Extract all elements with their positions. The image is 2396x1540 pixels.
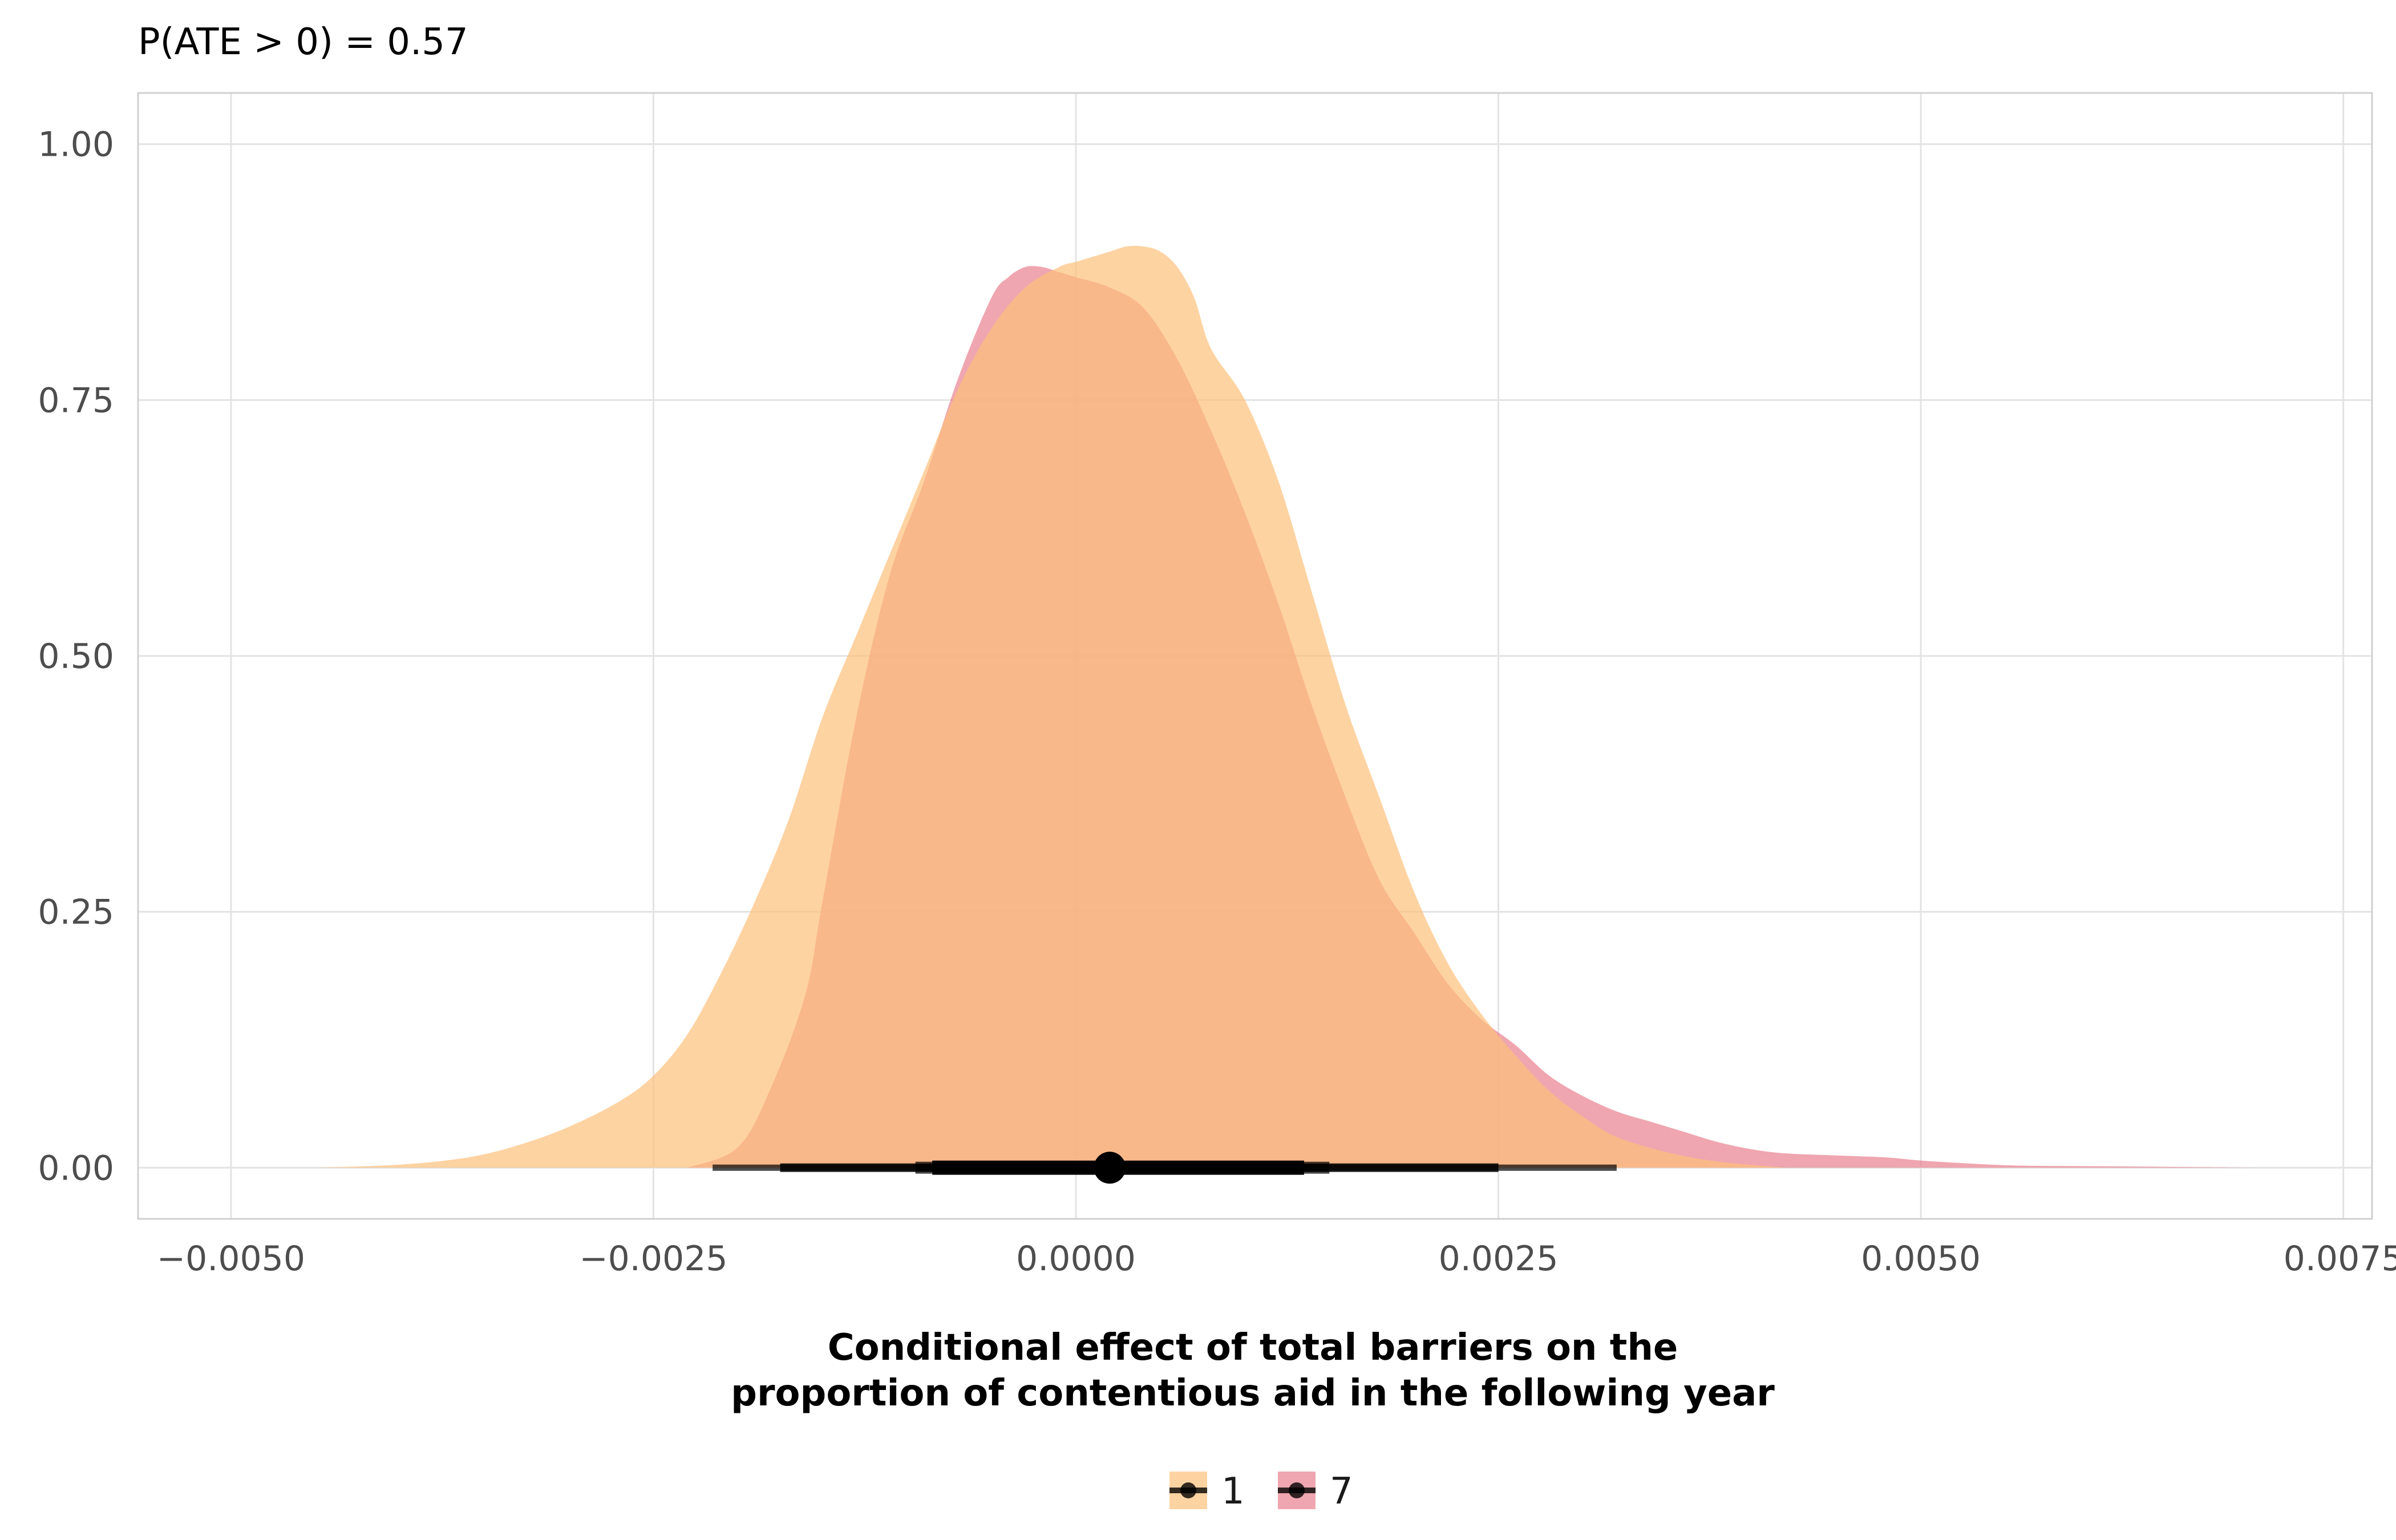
x-tick-label-5: 0.0075 [2284, 1239, 2396, 1279]
legend-item-7: 7 [1278, 1470, 1353, 1513]
y-tick-label-3: 0.75 [38, 380, 114, 420]
legend-key-point-7 [1289, 1482, 1305, 1498]
x-axis-ticks: −0.0050 −0.0025 0.0000 0.0025 0.0050 0.0075 [157, 1239, 2396, 1279]
y-axis-ticks: 0.00 0.25 0.50 0.75 1.00 [38, 125, 114, 1189]
density-series [315, 246, 2259, 1168]
density-area-series-1 [315, 246, 1786, 1168]
y-tick-label-0: 0.00 [38, 1148, 114, 1188]
legend-label-1: 1 [1221, 1470, 1245, 1513]
chart-title: P(ATE > 0) = 0.57 [138, 21, 468, 63]
interval-point [1094, 1152, 1126, 1184]
x-tick-label-4: 0.0050 [1861, 1239, 1981, 1279]
y-tick-label-2: 0.50 [38, 637, 114, 676]
panel-border [137, 92, 2373, 1220]
legend-key-point-1 [1180, 1482, 1196, 1498]
legend-label-7: 7 [1330, 1470, 1353, 1513]
x-tick-label-0: −0.0050 [157, 1239, 305, 1279]
x-axis-label-line-2: proportion of contentious aid in the fol… [731, 1372, 1775, 1415]
interval-summary [713, 1152, 1617, 1184]
x-axis-label-line-1: Conditional effect of total barriers on … [828, 1327, 1678, 1369]
legend-item-1: 1 [1169, 1470, 1245, 1513]
x-tick-label-3: 0.0025 [1439, 1239, 1559, 1279]
y-tick-label-4: 1.00 [38, 125, 114, 165]
x-tick-label-2: 0.0000 [1016, 1239, 1136, 1279]
x-tick-label-1: −0.0025 [579, 1239, 727, 1279]
y-tick-label-1: 0.25 [38, 893, 114, 933]
